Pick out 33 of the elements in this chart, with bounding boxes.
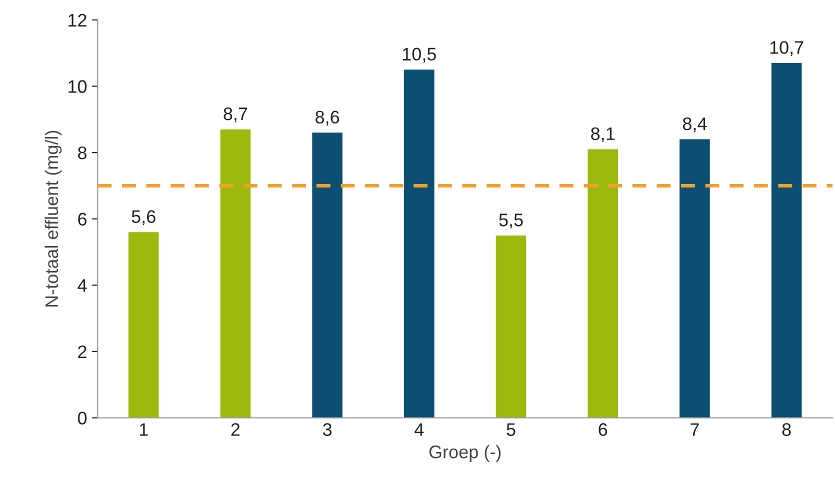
data-label: 8,7: [224, 107, 248, 122]
data-label: 5,6: [132, 210, 156, 226]
y-tick-label: 8: [78, 146, 86, 160]
x-tick-label: 4: [414, 423, 424, 436]
x-tick-label: 3: [322, 423, 332, 436]
data-label: 5,5: [499, 214, 523, 228]
bar: [220, 129, 251, 418]
x-tick-label: 8: [782, 423, 791, 436]
x-tick-label: 1: [140, 423, 148, 436]
y-tick-label: 12: [68, 14, 86, 26]
bar: [128, 232, 159, 418]
x-tick-label: 7: [690, 423, 699, 436]
data-label: 8,6: [316, 110, 340, 126]
data-label: 8,4: [682, 117, 707, 132]
y-tick-label: 2: [78, 345, 86, 358]
bar: [771, 63, 802, 418]
bar: [312, 132, 342, 418]
y-axis-title: N-totaal effluent (mg/l): [44, 130, 62, 307]
bar: [588, 149, 618, 418]
y-tick-label: 4: [78, 279, 87, 292]
y-tick-label: 0: [78, 412, 87, 425]
y-tick-label: 6: [78, 212, 86, 226]
x-tick-label: 2: [231, 423, 240, 436]
data-label: 8,1: [591, 127, 615, 142]
bar: [404, 70, 434, 418]
x-tick-label: 5: [506, 423, 516, 436]
data-label: 10,7: [770, 41, 804, 56]
data-label: 10,5: [402, 48, 436, 63]
y-tick-label: 10: [68, 80, 87, 93]
bar: [496, 235, 526, 418]
x-axis-title: Groep (-): [429, 445, 501, 462]
x-tick-label: 6: [598, 423, 608, 436]
bar: [680, 139, 710, 418]
